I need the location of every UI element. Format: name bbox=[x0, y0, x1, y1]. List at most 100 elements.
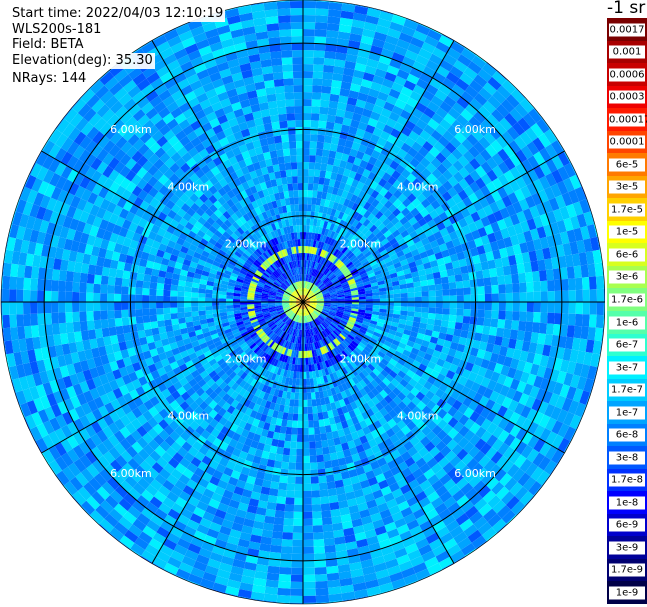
field-cell bbox=[364, 146, 374, 157]
field-cell bbox=[350, 287, 358, 292]
field-cell bbox=[476, 384, 487, 396]
field-cell bbox=[356, 55, 369, 66]
field-cell bbox=[447, 321, 456, 329]
field-cell bbox=[582, 302, 590, 315]
field-cell bbox=[330, 304, 338, 307]
field-cell bbox=[483, 387, 494, 399]
field-cell bbox=[541, 474, 551, 486]
field-cell bbox=[330, 306, 338, 310]
field-cell bbox=[524, 97, 535, 109]
field-cell bbox=[571, 337, 581, 351]
field-cell bbox=[526, 408, 538, 422]
field-cell bbox=[93, 310, 101, 321]
field-cell bbox=[355, 213, 364, 222]
field-cell bbox=[354, 335, 363, 343]
field-cell bbox=[365, 221, 374, 230]
field-cell bbox=[332, 232, 339, 240]
field-cell bbox=[440, 320, 449, 328]
field-cell bbox=[433, 230, 443, 240]
field-cell bbox=[530, 466, 544, 481]
field-cell bbox=[412, 124, 424, 136]
field-cell bbox=[400, 292, 408, 298]
field-cell bbox=[439, 367, 449, 377]
field-cell bbox=[423, 334, 432, 342]
field-cell bbox=[503, 170, 516, 183]
field-cell bbox=[509, 153, 522, 167]
field-cell bbox=[418, 146, 429, 158]
field-cell bbox=[289, 448, 297, 456]
field-cell bbox=[371, 249, 380, 257]
field-cell bbox=[399, 283, 408, 290]
field-cell bbox=[268, 488, 279, 497]
field-cell bbox=[526, 311, 534, 323]
field-cell bbox=[310, 268, 314, 276]
field-cell bbox=[340, 175, 349, 184]
field-cell bbox=[535, 388, 547, 402]
field-cell bbox=[568, 189, 580, 204]
field-cell bbox=[352, 211, 360, 220]
field-cell bbox=[339, 88, 350, 97]
field-cell bbox=[309, 141, 318, 149]
field-cell bbox=[468, 323, 477, 333]
field-cell bbox=[579, 390, 591, 405]
field-cell bbox=[473, 141, 486, 154]
field-cell bbox=[332, 257, 339, 265]
field-cell bbox=[400, 142, 412, 153]
field-cell bbox=[391, 170, 402, 180]
field-cell bbox=[362, 72, 375, 82]
field-cell bbox=[319, 241, 325, 250]
field-cell bbox=[341, 3, 356, 13]
field-cell bbox=[499, 345, 509, 357]
field-cell bbox=[423, 107, 436, 119]
field-cell bbox=[466, 133, 479, 146]
field-cell bbox=[564, 254, 574, 268]
field-cell bbox=[351, 19, 366, 29]
field-cell bbox=[563, 411, 575, 427]
field-cell bbox=[439, 59, 454, 72]
field-cell bbox=[457, 155, 470, 168]
field-cell bbox=[311, 284, 316, 291]
field-cell bbox=[307, 190, 313, 198]
field-cell bbox=[310, 476, 319, 484]
field-cell bbox=[212, 298, 220, 302]
field-cell bbox=[386, 302, 394, 306]
field-cell bbox=[313, 233, 319, 241]
field-cell bbox=[368, 323, 377, 329]
field-cell bbox=[491, 108, 505, 123]
field-cell bbox=[303, 371, 307, 379]
field-cell bbox=[406, 356, 415, 365]
field-cell bbox=[149, 308, 157, 316]
field-cell bbox=[436, 163, 448, 175]
field-cell bbox=[303, 581, 316, 589]
field-cell bbox=[542, 200, 553, 214]
field-cell bbox=[587, 327, 596, 341]
field-cell bbox=[327, 272, 334, 279]
field-cell bbox=[352, 12, 367, 22]
field-cell bbox=[315, 306, 323, 311]
field-cell bbox=[372, 302, 380, 306]
field-cell bbox=[439, 270, 448, 278]
field-cell bbox=[324, 50, 336, 60]
field-cell bbox=[364, 346, 372, 354]
field-cell bbox=[333, 281, 341, 286]
field-cell bbox=[523, 361, 533, 374]
field-cell bbox=[315, 292, 323, 297]
field-cell bbox=[327, 16, 341, 25]
field-cell bbox=[303, 29, 315, 37]
field-cell bbox=[315, 270, 321, 278]
field-cell bbox=[93, 274, 102, 285]
field-cell bbox=[307, 291, 313, 297]
field-cell bbox=[2, 275, 11, 290]
field-cell bbox=[303, 120, 311, 128]
field-cell bbox=[284, 504, 295, 512]
field-cell bbox=[327, 314, 335, 320]
field-cell bbox=[135, 294, 143, 302]
field-cell bbox=[339, 321, 347, 327]
field-cell bbox=[541, 118, 551, 130]
field-cell bbox=[476, 208, 487, 220]
field-cell bbox=[293, 406, 299, 414]
field-cell bbox=[378, 214, 388, 223]
field-cell bbox=[303, 92, 313, 100]
field-cell bbox=[414, 311, 422, 318]
field-cell bbox=[37, 313, 45, 326]
